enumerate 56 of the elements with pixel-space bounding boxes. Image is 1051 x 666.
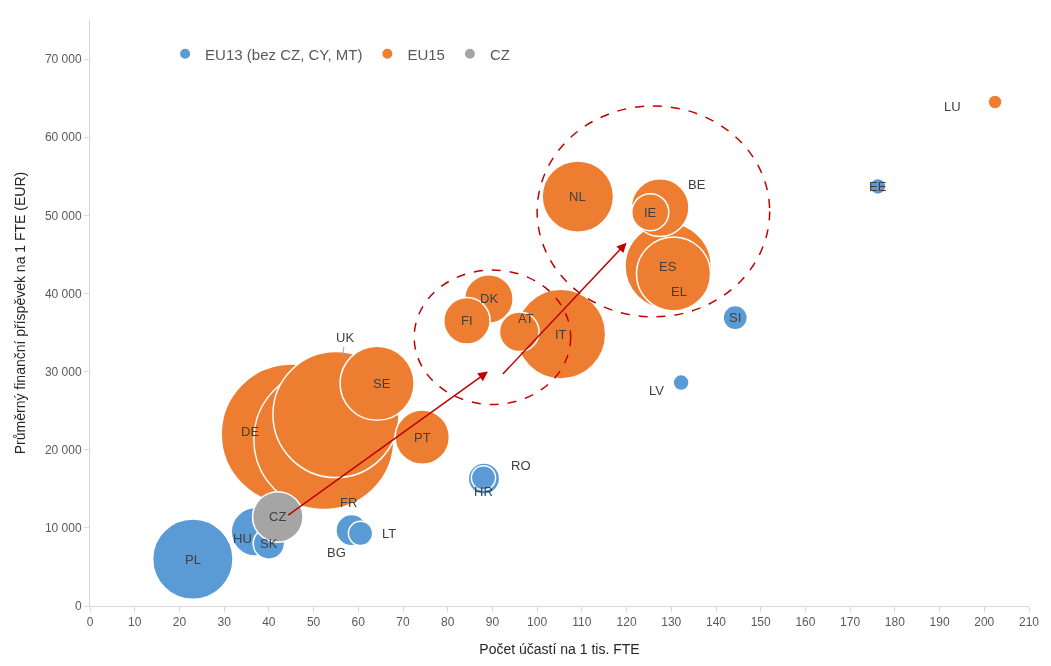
x-tick-label: 0 bbox=[86, 615, 94, 630]
x-tick-label: 90 bbox=[485, 615, 500, 630]
annotation: PT bbox=[414, 430, 431, 445]
y-tick-label: 70 000 bbox=[44, 52, 82, 67]
annotation: HU bbox=[233, 531, 252, 546]
annotation: BE bbox=[688, 177, 706, 192]
annotation: UK bbox=[336, 330, 355, 345]
x-tick-label: 200 bbox=[974, 615, 995, 630]
y-axis-title: Průměrný finanční příspěvek na 1 FTE (EUR) bbox=[12, 171, 29, 455]
x-tick-label: 160 bbox=[795, 615, 816, 630]
x-tick-label: 10 bbox=[128, 615, 142, 630]
y-tick-label: 20 000 bbox=[44, 442, 82, 457]
x-tick-label: 110 bbox=[572, 615, 592, 630]
x-tick-label: 50 bbox=[306, 615, 321, 630]
annotation: LV bbox=[649, 383, 665, 398]
y-tick-label: 60 000 bbox=[44, 130, 82, 145]
annotation: IT bbox=[555, 327, 567, 342]
x-tick-label: 210 bbox=[1018, 615, 1040, 630]
annotation: LU bbox=[944, 99, 961, 114]
annotation: PL bbox=[185, 552, 201, 567]
x-tick-label: 30 bbox=[217, 615, 232, 630]
y-tick-label: 10 000 bbox=[44, 521, 82, 536]
x-tick-label: 80 bbox=[441, 615, 455, 630]
legend-label: CZ bbox=[489, 45, 510, 63]
x-tick-label: 150 bbox=[750, 615, 772, 630]
annotation: AT bbox=[518, 311, 534, 326]
x-tick-label: 60 bbox=[351, 615, 366, 630]
annotation: BG bbox=[327, 545, 346, 560]
x-tick-label: 120 bbox=[616, 615, 637, 630]
annotation: IE bbox=[644, 205, 657, 220]
annotation: LT bbox=[382, 526, 397, 541]
x-tick-label: 40 bbox=[262, 615, 276, 630]
y-tick-label: 40 000 bbox=[44, 286, 82, 301]
annotation: ES bbox=[659, 259, 677, 274]
y-tick-label: 50 000 bbox=[44, 208, 82, 223]
legend-label: EU15 bbox=[407, 45, 445, 63]
annotation: NL bbox=[569, 189, 586, 204]
x-tick-label: 130 bbox=[661, 615, 682, 630]
x-tick-label: 20 bbox=[172, 615, 187, 630]
x-tick-label: 100 bbox=[527, 615, 548, 630]
x-tick-label: 170 bbox=[840, 615, 861, 630]
annotation: CZ bbox=[269, 509, 287, 524]
y-tick-label: 0 bbox=[74, 599, 82, 614]
annotation: SE bbox=[373, 376, 391, 391]
x-tick-label: 70 bbox=[396, 615, 410, 630]
y-tick-label: 30 000 bbox=[44, 364, 82, 379]
x-tick-label: 180 bbox=[884, 615, 906, 630]
annotation: FI bbox=[461, 313, 473, 328]
annotation: DK bbox=[480, 291, 499, 306]
annotation: EL bbox=[671, 284, 687, 299]
annotation: RO bbox=[511, 458, 531, 473]
annotation: SI bbox=[729, 310, 742, 325]
x-tick-label: 190 bbox=[929, 615, 950, 630]
x-tick-label: 140 bbox=[705, 615, 727, 630]
x-axis-title: Počet účastí na 1 tis. FTE bbox=[479, 640, 640, 657]
legend-label: EU13 (bez CZ, CY, MT) bbox=[205, 45, 363, 63]
